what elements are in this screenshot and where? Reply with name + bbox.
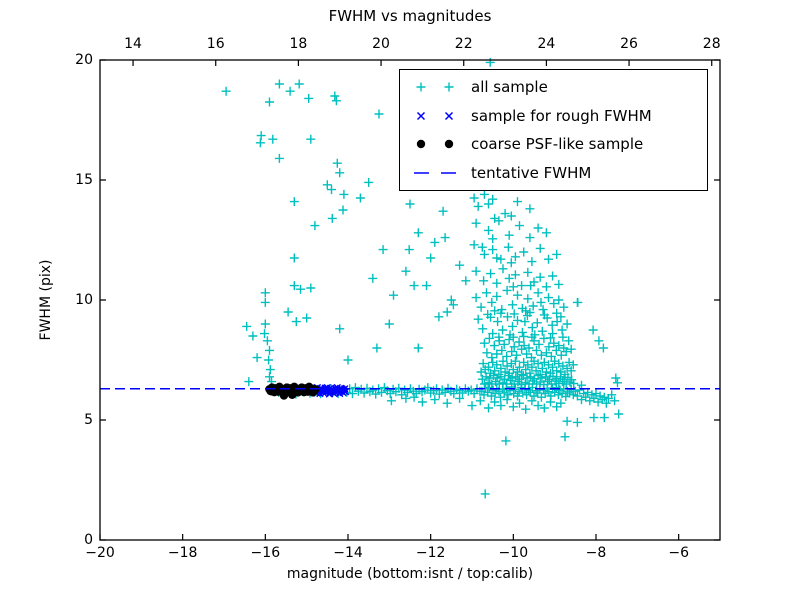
x-top-tick-label: 28 xyxy=(702,36,721,52)
x-top-tick-label: 24 xyxy=(537,36,556,52)
x-bottom-tick-label: −10 xyxy=(498,545,529,561)
x-bottom-tick-label: −6 xyxy=(668,545,689,561)
x-marker-icon xyxy=(416,111,454,120)
plus-marker-icon xyxy=(416,82,454,92)
dot-marker-icon xyxy=(416,140,454,149)
legend-label: coarse PSF-like sample xyxy=(471,135,644,154)
x-bottom-tick-label: −16 xyxy=(250,545,281,561)
y-tick-label: 10 xyxy=(75,292,93,308)
y-tick-label: 15 xyxy=(75,172,93,188)
y-tick-label: 5 xyxy=(84,412,93,428)
chart-title: FWHM vs magnitudes xyxy=(328,7,492,25)
x-bottom-tick-label: −12 xyxy=(415,545,446,561)
x-axis-label: magnitude (bottom:isnt / top:calib) xyxy=(286,566,534,582)
legend-item-psf-sample: coarse PSF-like sample xyxy=(409,131,707,158)
x-top-tick-label: 16 xyxy=(206,36,225,52)
legend-item-tentative-fwhm: tentative FWHM xyxy=(409,159,707,186)
x-top-tick-label: 22 xyxy=(454,36,473,52)
y-tick-label: 0 xyxy=(84,532,93,548)
legend-label: sample for rough FWHM xyxy=(471,106,652,125)
x-top-tick-label: 20 xyxy=(372,36,390,52)
x-top-tick-label: 18 xyxy=(289,36,308,52)
x-bottom-tick-label: −20 xyxy=(85,545,115,561)
x-bottom-tick-label: −14 xyxy=(333,545,363,561)
x-bottom-tick-label: −18 xyxy=(167,545,198,561)
legend-item-all-sample: all sample xyxy=(409,74,707,101)
legend-item-rough-fwhm: sample for rough FWHM xyxy=(409,102,707,129)
legend-label: tentative FWHM xyxy=(471,163,592,182)
x-top-tick-label: 26 xyxy=(620,36,638,52)
legend-label: all sample xyxy=(471,78,548,97)
dashed-line-icon xyxy=(414,171,456,174)
x-top-tick-label: 14 xyxy=(124,36,142,52)
x-bottom-tick-label: −8 xyxy=(585,545,607,561)
legend: all sample sample for rough FWHM coarse … xyxy=(399,69,708,191)
y-tick-label: 20 xyxy=(75,52,93,68)
